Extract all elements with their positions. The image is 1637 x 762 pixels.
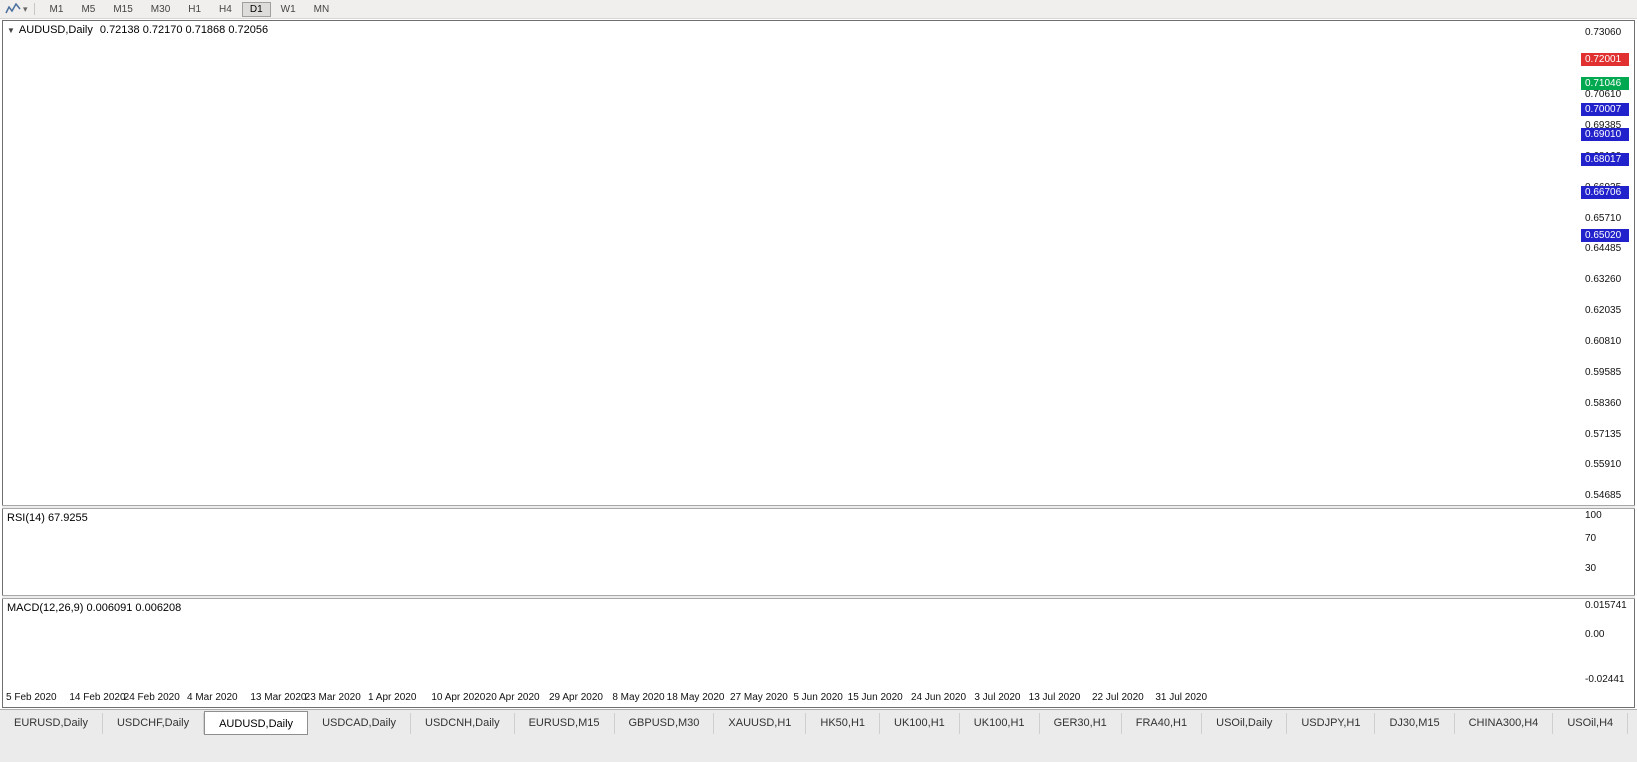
chart-mode-icon[interactable]: [5, 3, 21, 15]
macd-axis-tick: 0.015741: [1585, 600, 1627, 611]
price-level-badge: 0.69010: [1581, 128, 1629, 142]
chart-tab-uk100-h1[interactable]: UK100,H1: [959, 713, 1040, 734]
pane-splitter-macd[interactable]: [2, 595, 1635, 599]
price-axis-tick: 0.73060: [1585, 27, 1622, 39]
dropdown-caret-icon[interactable]: ▾: [23, 3, 28, 14]
chart-tab-audusd-daily[interactable]: AUDUSD,Daily: [204, 711, 309, 735]
date-axis-label: 5 Feb 2020: [6, 692, 57, 703]
date-axis-label: 3 Jul 2020: [974, 692, 1021, 703]
chart-tab-usdjpy-h1[interactable]: USDJPY,H1: [1287, 713, 1376, 734]
timeframe-button-mn[interactable]: MN: [313, 3, 330, 15]
price-level-badge: 0.68017: [1581, 153, 1629, 167]
macd-axis-tick: 0.00: [1585, 629, 1605, 641]
date-axis-label: 24 Feb 2020: [123, 692, 180, 703]
timeframe-button-m5[interactable]: M5: [81, 3, 96, 15]
price-axis-tick: 0.60810: [1585, 335, 1622, 347]
price-level-badge: 0.72001: [1581, 53, 1629, 67]
chart-tab-ger30-h1[interactable]: GER30,H1: [1039, 713, 1122, 734]
date-axis-label: 10 Apr 2020: [431, 692, 486, 703]
price-level-badge: 0.71046: [1581, 77, 1629, 91]
timeframe-button-m30[interactable]: M30: [150, 3, 171, 15]
date-axis-label: 13 Jul 2020: [1028, 692, 1081, 703]
date-axis-label: 18 May 2020: [666, 692, 725, 703]
macd-axis-tick: -0.02441: [1585, 674, 1625, 685]
timeframe-button-m15[interactable]: M15: [113, 3, 133, 15]
rsi-axis-tick: 70: [1585, 532, 1597, 544]
chart-tab-eurusd-m15[interactable]: EURUSD,M15: [514, 713, 615, 734]
toolbar-separator: [33, 3, 35, 15]
timeframe-button-d1[interactable]: D1: [241, 1, 271, 17]
chart-tab-usoil-h4[interactable]: USOil,H4: [1553, 713, 1629, 734]
symbol-dropdown-icon[interactable]: ▼: [7, 26, 15, 35]
timeframe-button-h4[interactable]: H4: [219, 3, 232, 15]
chart-ohlc-values: 0.72138 0.72170 0.71868 0.72056: [99, 24, 269, 36]
pane-splitter-rsi[interactable]: [2, 505, 1635, 509]
chart-canvas[interactable]: [0, 0, 300, 150]
chart-tab-hk50-h1[interactable]: HK50,H1: [806, 713, 881, 734]
price-axis-tick: 0.57135: [1585, 428, 1622, 440]
price-axis-tick: 0.69385: [1585, 119, 1622, 131]
chart-tab-china300-h4[interactable]: CHINA300,H4: [1454, 713, 1554, 734]
timeframe-button-w1[interactable]: W1: [280, 3, 296, 15]
price-axis-tick: 0.64485: [1585, 243, 1622, 255]
date-axis-label: 20 Apr 2020: [485, 692, 540, 703]
chart-tab-dj30-m15[interactable]: DJ30,M15: [1375, 713, 1455, 734]
timeframe-button-m1[interactable]: M1: [49, 3, 64, 15]
date-axis-label: 24 Jun 2020: [911, 692, 967, 703]
date-axis-label: 14 Feb 2020: [69, 692, 126, 703]
price-level-badge: 0.66706: [1581, 186, 1629, 200]
price-axis-tick: 0.59585: [1585, 366, 1622, 378]
price-axis-tick: 0.54685: [1585, 490, 1622, 502]
chart-tab-usdchf-daily[interactable]: USDCHF,Daily: [102, 713, 205, 734]
chart-tab-usdcnh-daily[interactable]: USDCNH,Daily: [411, 713, 515, 734]
price-level-badge: 0.70007: [1581, 103, 1629, 117]
chart-tab-gbpusd-m30[interactable]: GBPUSD,M30: [614, 713, 715, 734]
date-axis-label: 4 Mar 2020: [187, 692, 238, 703]
date-axis-label: 15 Jun 2020: [847, 692, 903, 703]
chart-symbol: AUDUSD,Daily: [18, 24, 93, 36]
timeframe-toolbar: ▾ M1 M5 M15 M30 H1 H4 D1 W1 MN: [0, 0, 1637, 19]
macd-indicator-label: MACD(12,26,9) 0.006091 0.006208: [7, 602, 182, 614]
rsi-indicator-label: RSI(14) 67.9255: [7, 512, 88, 524]
price-axis-tick: 0.70610: [1585, 89, 1622, 101]
chart-tab-usoil-daily[interactable]: USOil,Daily: [1202, 713, 1288, 734]
chart-title: ▼ AUDUSD,Daily 0.72138 0.72170 0.71868 0.7…: [7, 24, 268, 36]
timeframe-button-h1[interactable]: H1: [188, 3, 202, 15]
date-axis-label: 23 Mar 2020: [304, 692, 361, 703]
date-axis-label: 13 Mar 2020: [250, 692, 307, 703]
date-axis-label: 5 Jun 2020: [793, 692, 843, 703]
price-level-badge: 0.65020: [1581, 228, 1629, 242]
chart-tab-uk100-h1[interactable]: UK100,H1: [880, 713, 960, 734]
date-axis-label: 8 May 2020: [612, 692, 665, 703]
price-axis-tick: 0.63260: [1585, 274, 1622, 286]
date-axis-label: 22 Jul 2020: [1092, 692, 1144, 703]
price-axis-tick: 0.55910: [1585, 459, 1622, 471]
date-axis-label: 1 Apr 2020: [368, 692, 417, 703]
date-axis-label: 31 Jul 2020: [1155, 692, 1208, 703]
price-axis-tick: 0.58360: [1585, 397, 1622, 409]
rsi-axis-tick: 100: [1585, 510, 1602, 521]
rsi-axis-tick: 30: [1585, 562, 1597, 574]
chart-tab-eurusd-daily[interactable]: EURUSD,Daily: [0, 713, 103, 734]
chart-tab-bar: EURUSD,Daily USDCHF,Daily AUDUSD,Daily USDC…: [0, 709, 1637, 762]
date-axis-label: 27 May 2020: [730, 692, 788, 703]
chart-tab-fra40-h1[interactable]: FRA40,H1: [1121, 713, 1203, 734]
date-axis-label: 29 Apr 2020: [549, 692, 603, 703]
chart-tab-xauusd-h1[interactable]: XAUUSD,H1: [714, 713, 807, 734]
price-axis-tick: 0.65710: [1585, 212, 1622, 224]
price-axis-tick: 0.62035: [1585, 305, 1622, 317]
chart-tab-usdcad-daily[interactable]: USDCAD,Daily: [308, 713, 412, 734]
timeframe-buttons: M1 M5 M15 M30 H1 H4 D1 W1 MN: [41, 1, 339, 17]
